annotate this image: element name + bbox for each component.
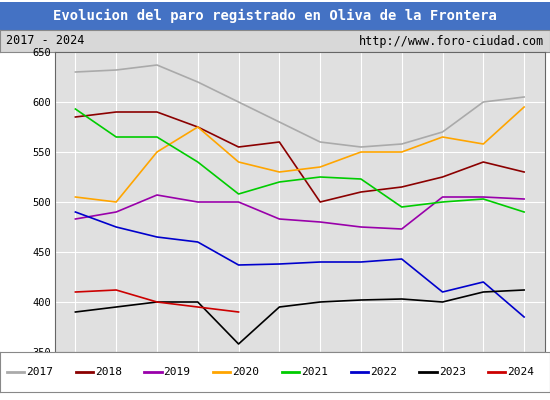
Text: http://www.foro-ciudad.com: http://www.foro-ciudad.com [359, 34, 544, 48]
Text: 2023: 2023 [439, 367, 466, 377]
Text: 2019: 2019 [164, 367, 191, 377]
Text: 2017 - 2024: 2017 - 2024 [6, 34, 84, 48]
Text: 2022: 2022 [370, 367, 397, 377]
Text: 2020: 2020 [232, 367, 260, 377]
Text: 2017: 2017 [26, 367, 53, 377]
Text: 2021: 2021 [301, 367, 328, 377]
Text: 2018: 2018 [95, 367, 122, 377]
Text: 2024: 2024 [507, 367, 535, 377]
Text: Evolucion del paro registrado en Oliva de la Frontera: Evolucion del paro registrado en Oliva d… [53, 9, 497, 23]
